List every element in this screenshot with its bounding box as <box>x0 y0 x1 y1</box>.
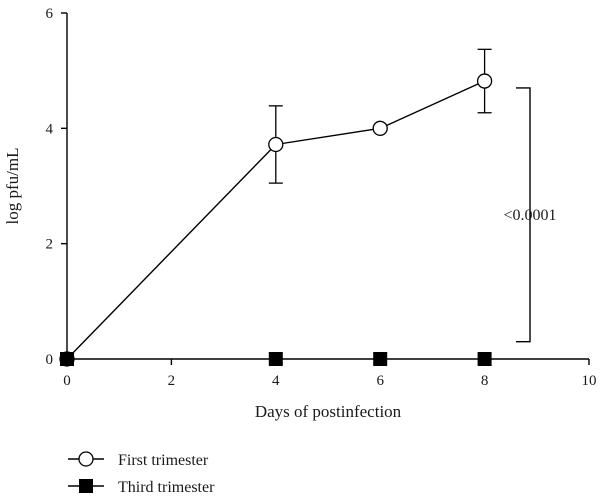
x-tick-label: 0 <box>63 373 71 389</box>
data-point <box>372 120 388 136</box>
x-tick-label: 8 <box>481 373 489 389</box>
series-2 <box>60 352 492 366</box>
x-tick-label: 10 <box>582 373 597 389</box>
legend-marker <box>79 479 93 493</box>
legend-label: First trimester <box>118 452 209 469</box>
y-tick-label: 6 <box>46 6 54 22</box>
x-tick-label: 2 <box>168 373 176 389</box>
bracket-line <box>516 87 531 343</box>
p-value-label: <0.0001 <box>503 207 556 224</box>
data-point <box>373 352 388 366</box>
series-1 <box>59 48 493 367</box>
axes <box>66 13 589 360</box>
y-axis-label: log pfu/mL <box>3 148 22 225</box>
legend: First trimester Third trimester <box>68 451 215 496</box>
y-tick-label: 2 <box>46 237 54 253</box>
x-tick-label: 6 <box>376 373 384 389</box>
x-tick-label: 4 <box>272 373 280 389</box>
series-layer <box>59 48 493 367</box>
annotation-layer: <0.0001 <box>503 87 557 343</box>
significance-bracket <box>516 87 531 343</box>
legend-item: Third trimester <box>68 479 215 496</box>
ticks: 0 2 4 6 8 10 0 2 4 6 <box>46 6 597 389</box>
series-line <box>66 80 485 360</box>
data-point <box>476 73 493 89</box>
data-point <box>60 352 74 366</box>
legend-marker <box>78 451 94 467</box>
data-point <box>477 352 492 366</box>
data-point <box>268 352 283 366</box>
y-tick-label: 4 <box>46 121 54 137</box>
legend-label: Third trimester <box>118 479 215 496</box>
legend-item: First trimester <box>68 451 209 469</box>
x-axis-label: Days of postinfection <box>255 402 402 421</box>
data-point <box>268 136 284 153</box>
y-tick-label: 0 <box>46 352 54 368</box>
